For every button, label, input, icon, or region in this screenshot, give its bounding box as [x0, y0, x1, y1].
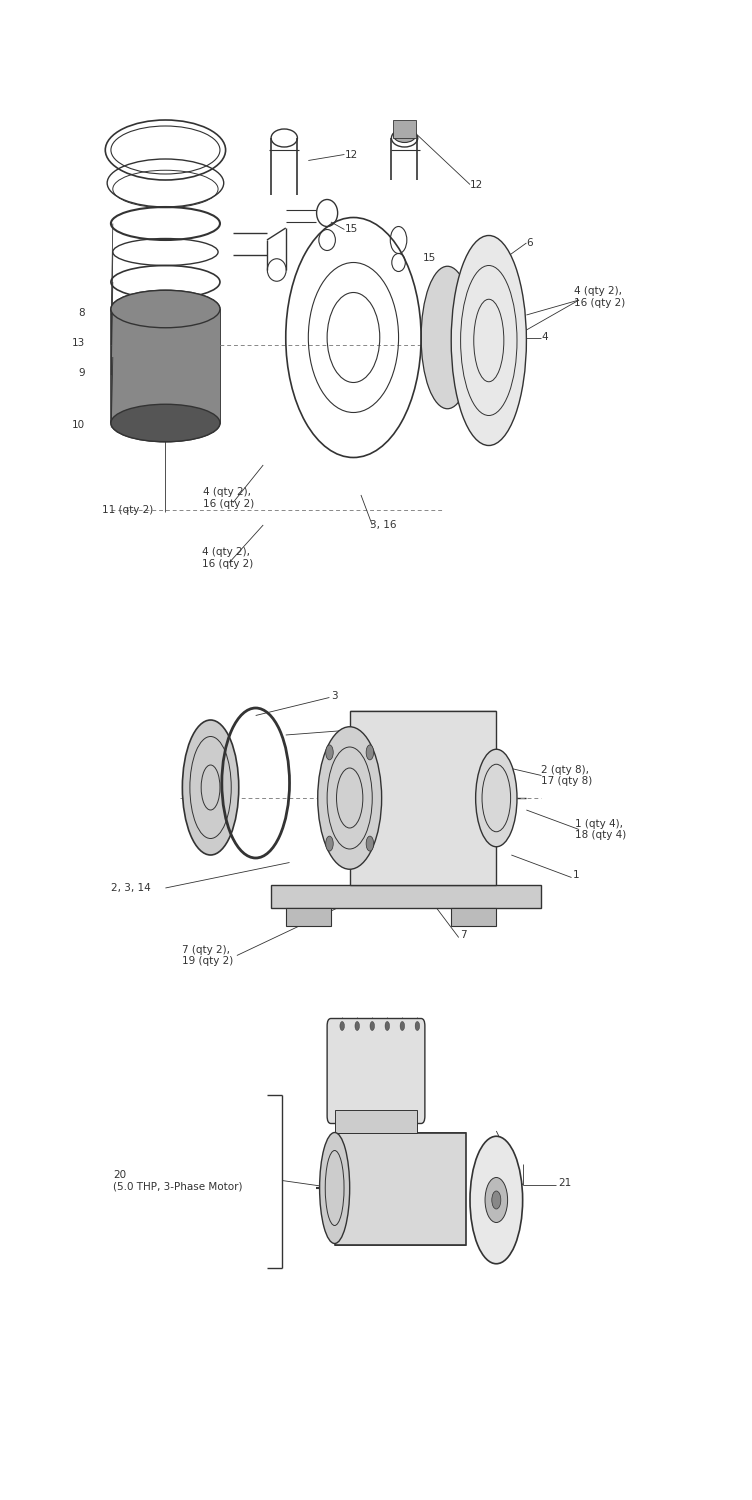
Text: 6: 6 — [526, 238, 533, 248]
Circle shape — [400, 1022, 405, 1031]
Circle shape — [355, 1022, 359, 1031]
Text: 3, 16: 3, 16 — [370, 520, 396, 530]
Circle shape — [366, 836, 374, 850]
Bar — [335, 1110, 417, 1132]
Text: 1 (qty 4),
18 (qty 4): 1 (qty 4), 18 (qty 4) — [575, 819, 626, 840]
Ellipse shape — [111, 291, 220, 328]
Ellipse shape — [320, 1132, 350, 1244]
Ellipse shape — [393, 128, 416, 142]
Ellipse shape — [421, 267, 474, 410]
Text: 1: 1 — [573, 870, 580, 879]
Text: 12: 12 — [470, 180, 484, 189]
Ellipse shape — [476, 750, 517, 846]
Text: 13: 13 — [71, 339, 85, 348]
Text: 2 (qty 8),
17 (qty 8): 2 (qty 8), 17 (qty 8) — [541, 765, 593, 786]
Circle shape — [370, 1022, 374, 1031]
Text: 12: 12 — [344, 150, 358, 159]
Circle shape — [340, 1022, 344, 1031]
Text: 4 (qty 2),
16 (qty 2): 4 (qty 2), 16 (qty 2) — [202, 548, 253, 568]
Text: 10: 10 — [72, 420, 85, 429]
Bar — [286, 908, 331, 926]
Circle shape — [485, 1178, 508, 1222]
Text: 3: 3 — [331, 692, 338, 700]
Text: 11 (qty 2): 11 (qty 2) — [102, 506, 153, 515]
Ellipse shape — [111, 405, 220, 441]
Text: 2: 2 — [432, 758, 439, 766]
Text: 7: 7 — [460, 930, 467, 939]
Ellipse shape — [183, 720, 239, 855]
Bar — [335, 1132, 466, 1245]
Text: 15: 15 — [344, 225, 358, 234]
Ellipse shape — [470, 1137, 523, 1263]
Circle shape — [326, 836, 333, 850]
Circle shape — [366, 746, 374, 760]
Bar — [111, 309, 220, 423]
Polygon shape — [271, 885, 541, 908]
Circle shape — [385, 1022, 390, 1031]
Bar — [393, 120, 416, 138]
Text: 21: 21 — [558, 1179, 572, 1188]
Circle shape — [415, 1022, 420, 1031]
Text: 4: 4 — [541, 333, 548, 342]
Text: 8: 8 — [78, 309, 85, 318]
Bar — [451, 908, 496, 926]
Text: 4 (qty 2),
16 (qty 2): 4 (qty 2), 16 (qty 2) — [574, 286, 625, 308]
Ellipse shape — [451, 236, 526, 446]
FancyBboxPatch shape — [327, 1019, 425, 1124]
Text: 2, 3, 14: 2, 3, 14 — [111, 884, 151, 892]
Ellipse shape — [318, 728, 381, 870]
Text: 7 (qty 2),
19 (qty 2): 7 (qty 2), 19 (qty 2) — [182, 945, 233, 966]
Circle shape — [326, 746, 333, 760]
Text: 4 (qty 2),
16 (qty 2): 4 (qty 2), 16 (qty 2) — [203, 488, 254, 508]
Text: 20
(5.0 THP, 3-Phase Motor): 20 (5.0 THP, 3-Phase Motor) — [113, 1170, 242, 1191]
Circle shape — [492, 1191, 501, 1209]
Bar — [350, 711, 496, 885]
Text: 15: 15 — [423, 254, 436, 262]
Text: 2, 5: 2, 5 — [385, 720, 405, 729]
Text: 9: 9 — [78, 369, 85, 378]
